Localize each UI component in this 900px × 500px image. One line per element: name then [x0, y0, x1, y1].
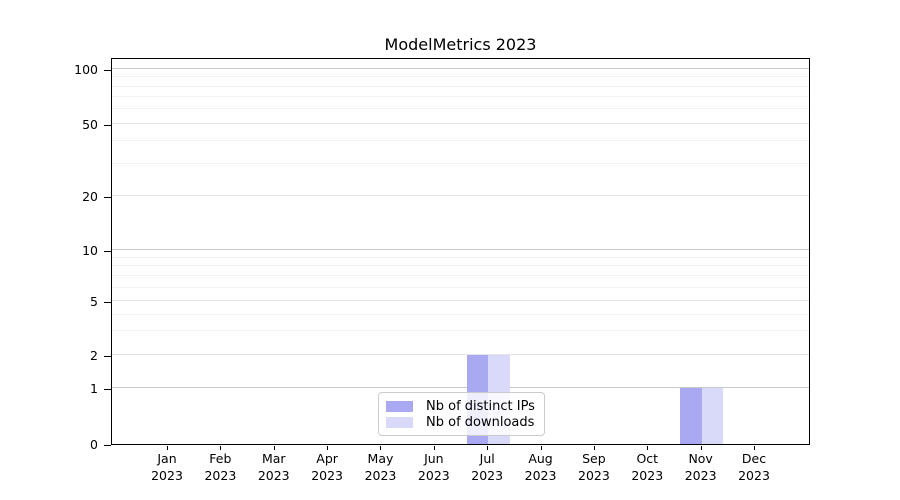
legend-row-downloads: Nb of downloads [386, 414, 536, 430]
x-tick-year: 2023 [684, 468, 717, 483]
x-tick-label: Feb 2023 [188, 450, 252, 484]
minor-gridline [112, 162, 809, 164]
y-tick-mark [104, 197, 111, 198]
x-tick-mark [593, 446, 595, 450]
x-tick-mark [327, 446, 329, 450]
x-tick-month: Sep [582, 451, 606, 466]
minor-gridline [112, 313, 809, 315]
gridline-100 [112, 68, 809, 69]
x-tick-label: Nov 2023 [669, 450, 733, 484]
minor-gridline [112, 265, 809, 267]
y-tick-label: 50 [82, 116, 98, 132]
y-tick-label: 1 [90, 381, 98, 396]
x-tick-month: Oct [636, 451, 659, 466]
x-tick-label: Apr 2023 [295, 450, 359, 484]
x-tick-mark [220, 446, 222, 450]
x-tick-year: 2023 [631, 468, 664, 483]
x-tick-year: 2023 [578, 468, 610, 483]
minor-gridline [112, 256, 809, 258]
x-tick-label: Jul 2023 [455, 450, 519, 484]
x-tick-year: 2023 [524, 468, 557, 483]
y-tick-label: 0 [90, 437, 98, 452]
y-tick-mark [104, 250, 111, 252]
x-tick-year: 2023 [471, 468, 504, 483]
gridline-10 [112, 249, 809, 250]
x-tick-label: Oct 2023 [615, 450, 679, 484]
legend-label-distinct-ips: Nb of distinct IPs [426, 398, 535, 414]
x-tick-month: Mar [261, 451, 286, 466]
x-tick-label: Mar 2023 [242, 450, 306, 484]
x-tick-month: Apr [316, 451, 338, 466]
gridline-2 [112, 354, 809, 355]
minor-gridline [112, 330, 809, 331]
plot-area [111, 58, 810, 445]
legend-swatch-distinct-ips [386, 400, 413, 412]
x-tick-label: Sep 2023 [562, 450, 626, 484]
x-tick-month: Dec [741, 451, 767, 466]
x-tick-month: Aug [528, 451, 553, 466]
x-tick-label: May 2023 [348, 450, 412, 484]
y-tick-label: 2 [90, 347, 98, 363]
x-tick-year: 2023 [417, 468, 450, 483]
gridline-5 [112, 300, 809, 302]
x-tick-mark [487, 446, 489, 450]
legend-row-distinct-ips: Nb of distinct IPs [386, 398, 536, 414]
minor-gridline [112, 286, 809, 288]
legend-label-downloads: Nb of downloads [426, 414, 535, 430]
bar-Nov-downloads [701, 388, 724, 444]
minor-gridline [112, 76, 809, 78]
x-tick-mark [647, 446, 649, 450]
minor-gridline [112, 85, 809, 87]
minor-gridline [112, 108, 809, 110]
gridline-20 [112, 195, 809, 197]
gridline-50 [112, 123, 809, 124]
x-tick-year: 2023 [151, 468, 183, 483]
x-tick-mark [700, 446, 702, 450]
x-tick-year: 2023 [204, 468, 237, 483]
y-tick-label: 5 [90, 294, 98, 309]
x-tick-mark [273, 446, 275, 450]
x-tick-mark [540, 446, 542, 450]
minor-gridline [112, 139, 809, 141]
x-tick-mark [167, 446, 169, 450]
y-tick-mark [104, 124, 111, 126]
y-tick-mark [104, 445, 111, 446]
y-tick-mark [104, 302, 111, 303]
x-tick-year: 2023 [257, 468, 290, 483]
bar-Nov-distinct-ips [680, 388, 702, 444]
y-tick-label: 10 [82, 242, 98, 258]
x-tick-label: Dec 2023 [722, 450, 786, 484]
x-tick-month: Nov [688, 451, 713, 466]
x-tick-year: 2023 [364, 468, 397, 483]
legend-swatch-downloads [386, 416, 413, 428]
minor-gridline [112, 96, 809, 98]
x-tick-year: 2023 [311, 468, 344, 483]
x-tick-mark [754, 446, 755, 450]
minor-gridline [112, 275, 809, 277]
x-tick-year: 2023 [738, 468, 770, 483]
y-tick-mark [104, 389, 111, 390]
x-tick-month: Jun [424, 451, 444, 466]
x-tick-label: Aug 2023 [509, 450, 573, 484]
x-tick-month: Feb [209, 451, 232, 466]
y-tick-mark [104, 69, 111, 71]
x-tick-month: Jul [479, 451, 495, 466]
y-tick-label: 100 [74, 61, 98, 77]
y-tick-label: 20 [82, 189, 98, 204]
x-tick-label: Jun 2023 [402, 450, 466, 484]
x-tick-label: Jan 2023 [135, 450, 199, 484]
x-tick-month: Jan [157, 451, 177, 466]
gridline-1 [112, 387, 809, 389]
x-tick-month: May [367, 451, 394, 466]
chart-title: ModelMetrics 2023 [384, 35, 537, 54]
y-tick-mark [104, 355, 111, 357]
x-tick-mark [433, 446, 435, 450]
x-tick-mark [380, 446, 382, 450]
legend: Nb of distinct IPs Nb of downloads [378, 392, 545, 436]
